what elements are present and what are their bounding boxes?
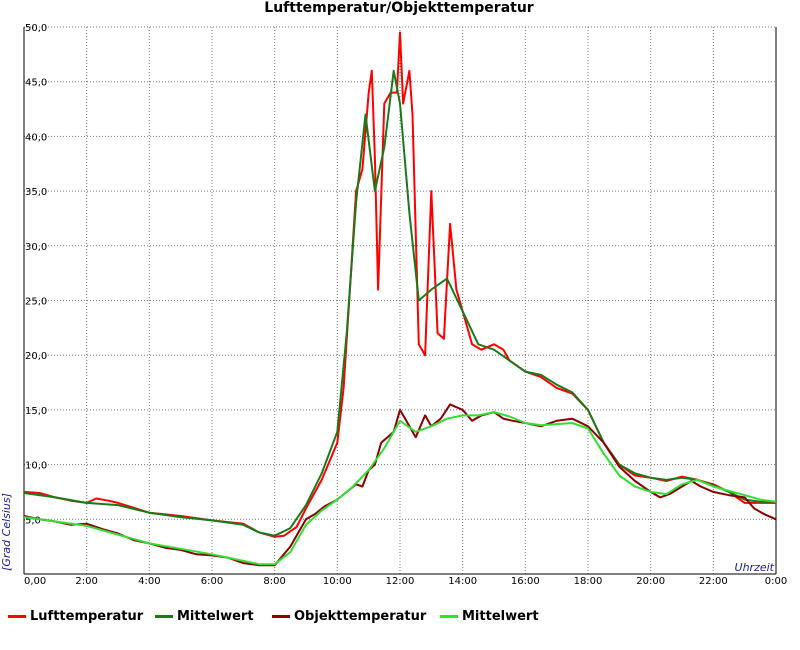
x-axis-label: Uhrzeit bbox=[735, 561, 775, 574]
chart-title: Lufttemperatur/Objekttemperatur bbox=[264, 0, 534, 16]
y-tick-label: 5,0 bbox=[25, 515, 41, 526]
y-tick-label: 45,0 bbox=[25, 78, 47, 89]
series-line-3 bbox=[23, 403, 777, 567]
legend-swatch bbox=[8, 614, 26, 618]
x-tick-label: 20:00 bbox=[636, 576, 665, 587]
y-tick-label: 20,0 bbox=[25, 351, 47, 362]
legend-swatch bbox=[155, 614, 173, 618]
legend-label: Lufttemperatur bbox=[30, 608, 144, 624]
y-tick-label: 30,0 bbox=[25, 242, 47, 253]
legend-item: Lufttemperatur bbox=[8, 606, 143, 626]
y-axis-label: [Grad Celsius] bbox=[0, 493, 13, 571]
series-line-2 bbox=[23, 69, 776, 537]
x-tick-label: 0,00 bbox=[24, 576, 46, 587]
x-tick-label: 14:00 bbox=[448, 576, 477, 587]
plot-area: 0,00 2:00 4:00 6:00 8:00 10:00 12:00 14:00 16:00… bbox=[23, 23, 787, 587]
x-tick-label: 2:00 bbox=[75, 576, 97, 587]
y-tick-label: 50,0 bbox=[25, 23, 47, 34]
x-tick-label: 16:00 bbox=[511, 576, 540, 587]
legend-swatch bbox=[272, 614, 290, 618]
legend-label: Mittelwert bbox=[177, 608, 254, 624]
x-tick-label: 8:00 bbox=[263, 576, 285, 587]
x-tick-label: 18:00 bbox=[574, 576, 603, 587]
y-tick-label: 40,0 bbox=[25, 132, 47, 143]
x-tick-label: 10:00 bbox=[323, 576, 352, 587]
y-tick-label: 35,0 bbox=[25, 187, 47, 198]
legend-swatch bbox=[440, 614, 458, 618]
legend-item: Objekttemperatur bbox=[272, 606, 426, 626]
x-tick-label: 12:00 bbox=[386, 576, 415, 587]
legend-label: Objekttemperatur bbox=[294, 608, 427, 624]
y-tick-label: 25,0 bbox=[25, 297, 47, 308]
y-tick-label: 10,0 bbox=[25, 461, 47, 472]
x-tick-label: 4:00 bbox=[138, 576, 160, 587]
y-tick-label: 15,0 bbox=[25, 406, 47, 417]
legend-item: Mittelwert bbox=[155, 606, 254, 626]
series-line-4 bbox=[23, 411, 777, 566]
x-tick-label: 0:00 bbox=[765, 576, 787, 587]
chart-legend: Lufttemperatur Mittelwert Objekttemperatur… bbox=[0, 606, 800, 630]
legend-item: Mittelwert bbox=[440, 606, 539, 626]
x-tick-label: 22:00 bbox=[699, 576, 728, 587]
x-tick-label: 6:00 bbox=[201, 576, 223, 587]
legend-label: Mittelwert bbox=[462, 608, 539, 624]
